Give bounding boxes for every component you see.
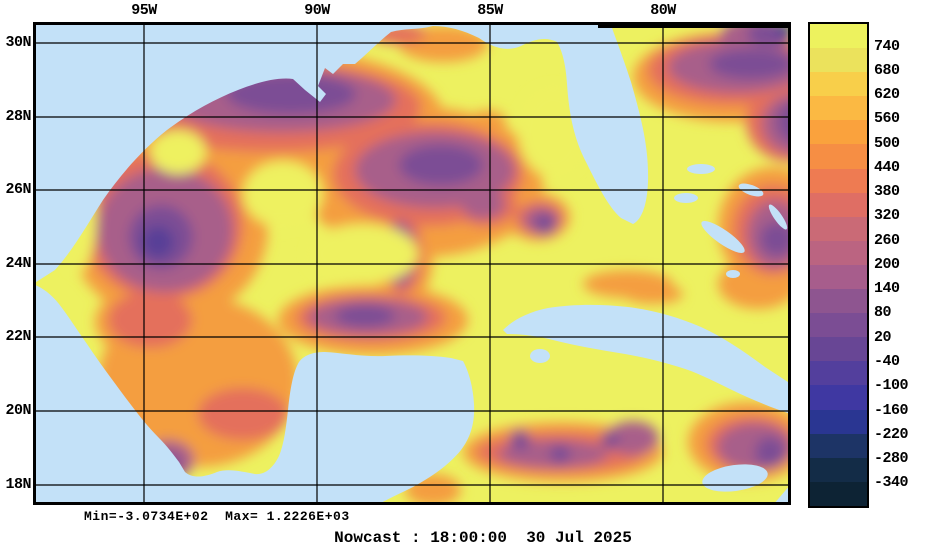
lat-tick-label: 18N [5,476,31,493]
colorbar-segment [810,96,867,121]
colorbar-tick-label: 200 [874,255,900,273]
map-plot [33,22,791,505]
colorbar-segment [810,48,867,73]
colorbar-segment [810,313,867,338]
colorbar-segment [810,240,867,265]
colorbar-segment [810,385,867,410]
lat-tick-label: 20N [5,402,31,419]
colorbar-segment [810,433,867,458]
colorbar-segment [810,192,867,217]
lat-tick-label: 24N [5,255,31,272]
colorbar-segment [810,264,867,290]
colorbar-segment [810,216,867,241]
lon-tick-label: 85W [477,2,503,19]
colorbar-tick-label: -340 [874,474,909,492]
land-masses [33,22,791,505]
colorbar-tick-label: 560 [874,110,900,128]
colorbar-tick-label: 740 [874,37,900,55]
colorbar-tick-label: 620 [874,86,900,104]
colorbar-tick-label: -220 [874,425,909,443]
land-corner-southeast [773,484,791,505]
colorbar-tick-label: -100 [874,377,909,395]
colorbar-tick-label: 320 [874,207,900,225]
land-isle-of-youth [530,349,550,363]
colorbar-segment [810,168,867,193]
colorbar-tick-label: -40 [874,353,900,370]
colorbar-segment [810,144,867,169]
lon-tick-label: 90W [304,2,330,19]
figure-caption: Nowcast : 18:00:00 30 Jul 2025 [334,529,632,547]
min-max-stats: Min=-3.0734E+02 Max= 1.2226E+03 [84,509,350,524]
lat-tick-label: 22N [5,328,31,345]
colorbar-segment [810,289,867,314]
colorbar-tick-label: 140 [874,280,900,298]
map-frame [33,22,791,505]
colorbar-tick-label: 80 [874,304,892,322]
lat-tick-label: 26N [5,181,31,198]
colorbar-tick-label: 500 [874,134,900,152]
graticule [33,22,791,505]
colorbar-segment [810,361,867,386]
colorbar-tick-label: 20 [874,328,892,346]
lon-tick-label: 95W [131,2,157,19]
colorbar-segment [810,72,867,97]
colorbar-segment [810,24,867,49]
land-mexico-yucatan [33,284,475,505]
colorbar-tick-label: 440 [874,158,900,176]
land-north-america-florida [33,22,649,284]
land-cuba [503,304,791,414]
lat-tick-label: 28N [5,108,31,125]
colorbar-segment [810,337,867,362]
lon-tick-label: 80W [650,2,676,19]
colorbar-tick-label: 260 [874,231,900,249]
colorbar [808,22,869,508]
colorbar-segment [810,457,867,482]
colorbar-tick-label: 380 [874,183,900,201]
colorbar-tick-label: -280 [874,450,909,468]
lat-tick-label: 30N [5,34,31,51]
colorbar-tick-label: -160 [874,401,909,419]
colorbar-segment [810,409,867,434]
map-frame-thick-top [598,22,791,28]
colorbar-segment [810,120,867,145]
colorbar-segment [810,481,867,506]
colorbar-tick-label: 680 [874,61,900,79]
